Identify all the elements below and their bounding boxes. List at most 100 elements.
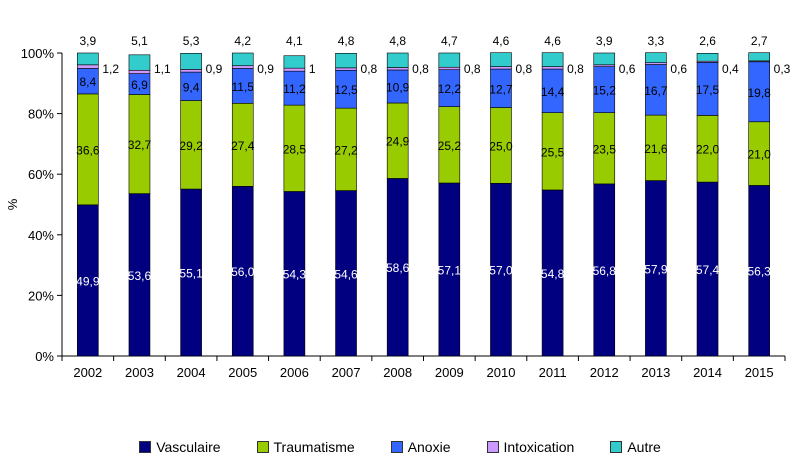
bar-autre-2011 bbox=[541, 52, 564, 67]
data-label-traumatisme: 25,5 bbox=[541, 145, 565, 159]
data-label-autre: 5,3 bbox=[183, 34, 200, 48]
x-tick-label: 2002 bbox=[73, 365, 102, 380]
x-tick-label: 2003 bbox=[125, 365, 154, 380]
data-label-intoxication: 1,2 bbox=[102, 62, 119, 76]
y-tick-label: 80% bbox=[28, 107, 54, 122]
data-label-traumatisme: 32,7 bbox=[128, 138, 152, 152]
data-label-anoxie: 17,5 bbox=[696, 83, 720, 97]
data-label-vasculaire: 56,0 bbox=[231, 265, 255, 279]
legend-label: Autre bbox=[627, 439, 661, 455]
data-label-intoxication: 0,8 bbox=[361, 62, 378, 76]
data-label-traumatisme: 28,5 bbox=[283, 142, 307, 156]
data-label-autre: 2,6 bbox=[699, 34, 716, 48]
data-label-vasculaire: 56,3 bbox=[747, 265, 771, 279]
data-label-vasculaire: 54,6 bbox=[334, 267, 358, 281]
legend-item-anoxie: Anoxie bbox=[390, 439, 451, 455]
data-label-anoxie: 12,5 bbox=[334, 83, 358, 97]
bar-autre-2013 bbox=[645, 52, 667, 63]
data-label-autre: 4,8 bbox=[389, 34, 406, 48]
bar-autre-2007 bbox=[335, 53, 357, 69]
data-label-anoxie: 10,9 bbox=[386, 80, 410, 94]
data-label-anoxie: 6,9 bbox=[131, 78, 148, 92]
legend: Vasculaire Traumatisme Anoxie Intoxication A… bbox=[0, 439, 800, 455]
data-label-anoxie: 9,4 bbox=[183, 80, 200, 94]
data-label-intoxication: 0,8 bbox=[567, 62, 584, 76]
data-label-autre: 5,1 bbox=[131, 34, 148, 48]
legend-label: Vasculaire bbox=[156, 439, 221, 455]
data-label-autre: 3,3 bbox=[648, 34, 665, 48]
data-label-autre: 4,8 bbox=[338, 34, 355, 48]
bar-autre-2002 bbox=[77, 52, 99, 66]
bar-autre-2004 bbox=[180, 53, 202, 70]
y-tick-label: 0% bbox=[35, 349, 54, 364]
data-label-traumatisme: 21,6 bbox=[644, 142, 668, 156]
data-label-anoxie: 8,4 bbox=[79, 75, 96, 89]
data-label-anoxie: 12,2 bbox=[438, 82, 462, 96]
data-label-traumatisme: 27,2 bbox=[334, 143, 358, 157]
bar-intoxication-2011 bbox=[541, 66, 564, 70]
legend-label: Anoxie bbox=[407, 439, 451, 455]
data-label-vasculaire: 53,6 bbox=[128, 269, 152, 283]
bar-intoxication-2004 bbox=[180, 69, 202, 73]
bar-intoxication-2006 bbox=[283, 67, 306, 72]
x-tick-label: 2004 bbox=[177, 365, 206, 380]
bar-intoxication-2007 bbox=[335, 67, 357, 71]
bar-intoxication-2005 bbox=[231, 65, 254, 69]
bar-autre-2014 bbox=[696, 53, 719, 62]
data-label-autre: 4,6 bbox=[493, 34, 510, 48]
bar-autre-2008 bbox=[386, 52, 409, 68]
bar-autre-2015 bbox=[748, 52, 770, 62]
legend-swatch bbox=[486, 441, 499, 453]
data-label-autre: 2,7 bbox=[751, 34, 768, 48]
data-label-vasculaire: 54,3 bbox=[283, 268, 307, 282]
legend-item-autre: Autre bbox=[610, 439, 661, 455]
data-label-autre: 4,2 bbox=[234, 34, 251, 48]
data-label-intoxication: 0,6 bbox=[670, 62, 687, 76]
x-tick-label: 2013 bbox=[641, 365, 670, 380]
x-tick-label: 2009 bbox=[435, 365, 464, 380]
data-label-intoxication: 1 bbox=[309, 62, 316, 76]
bar-intoxication-2010 bbox=[490, 66, 512, 70]
x-tick-label: 2005 bbox=[228, 365, 257, 380]
legend-swatch bbox=[610, 441, 623, 453]
bar-autre-2006 bbox=[283, 55, 306, 69]
data-label-traumatisme: 25,2 bbox=[438, 139, 462, 153]
bar-intoxication-2002 bbox=[77, 64, 99, 69]
data-label-intoxication: 0,9 bbox=[257, 62, 274, 76]
data-label-vasculaire: 54,8 bbox=[541, 267, 565, 281]
y-axis-title: % bbox=[5, 198, 20, 210]
legend-item-intoxication: Intoxication bbox=[486, 439, 575, 455]
data-label-vasculaire: 57,9 bbox=[644, 262, 668, 276]
x-tick-label: 2015 bbox=[745, 365, 774, 380]
data-label-traumatisme: 23,5 bbox=[593, 142, 617, 156]
bar-autre-2010 bbox=[490, 52, 512, 67]
data-label-anoxie: 11,2 bbox=[283, 82, 306, 96]
data-label-intoxication: 0,6 bbox=[619, 62, 636, 76]
legend-label: Intoxication bbox=[503, 439, 575, 455]
data-label-intoxication: 0,8 bbox=[515, 62, 532, 76]
legend-swatch bbox=[390, 441, 403, 453]
bar-intoxication-2008 bbox=[386, 67, 409, 71]
data-label-anoxie: 12,7 bbox=[489, 82, 513, 96]
x-tick-label: 2006 bbox=[280, 365, 309, 380]
data-label-autre: 3,9 bbox=[596, 34, 613, 48]
data-label-intoxication: 0,3 bbox=[774, 62, 791, 76]
data-label-traumatisme: 27,4 bbox=[231, 139, 255, 153]
data-label-traumatisme: 22,0 bbox=[696, 143, 720, 157]
legend-item-vasculaire: Vasculaire bbox=[139, 439, 221, 455]
data-label-vasculaire: 56,8 bbox=[593, 264, 617, 278]
x-tick-label: 2011 bbox=[539, 365, 567, 380]
bar-autre-2009 bbox=[438, 52, 461, 68]
data-label-vasculaire: 57,1 bbox=[438, 263, 462, 277]
data-label-anoxie: 16,7 bbox=[644, 84, 668, 98]
bar-autre-2005 bbox=[231, 52, 254, 67]
legend-item-traumatisme: Traumatisme bbox=[256, 439, 355, 455]
legend-label: Traumatisme bbox=[273, 439, 355, 455]
data-label-anoxie: 19,8 bbox=[747, 86, 771, 100]
data-label-vasculaire: 57,0 bbox=[489, 264, 513, 278]
y-tick-label: 20% bbox=[28, 288, 54, 303]
data-label-vasculaire: 49,9 bbox=[76, 274, 100, 288]
data-label-anoxie: 14,4 bbox=[541, 85, 565, 99]
x-tick-label: 2007 bbox=[332, 365, 361, 380]
